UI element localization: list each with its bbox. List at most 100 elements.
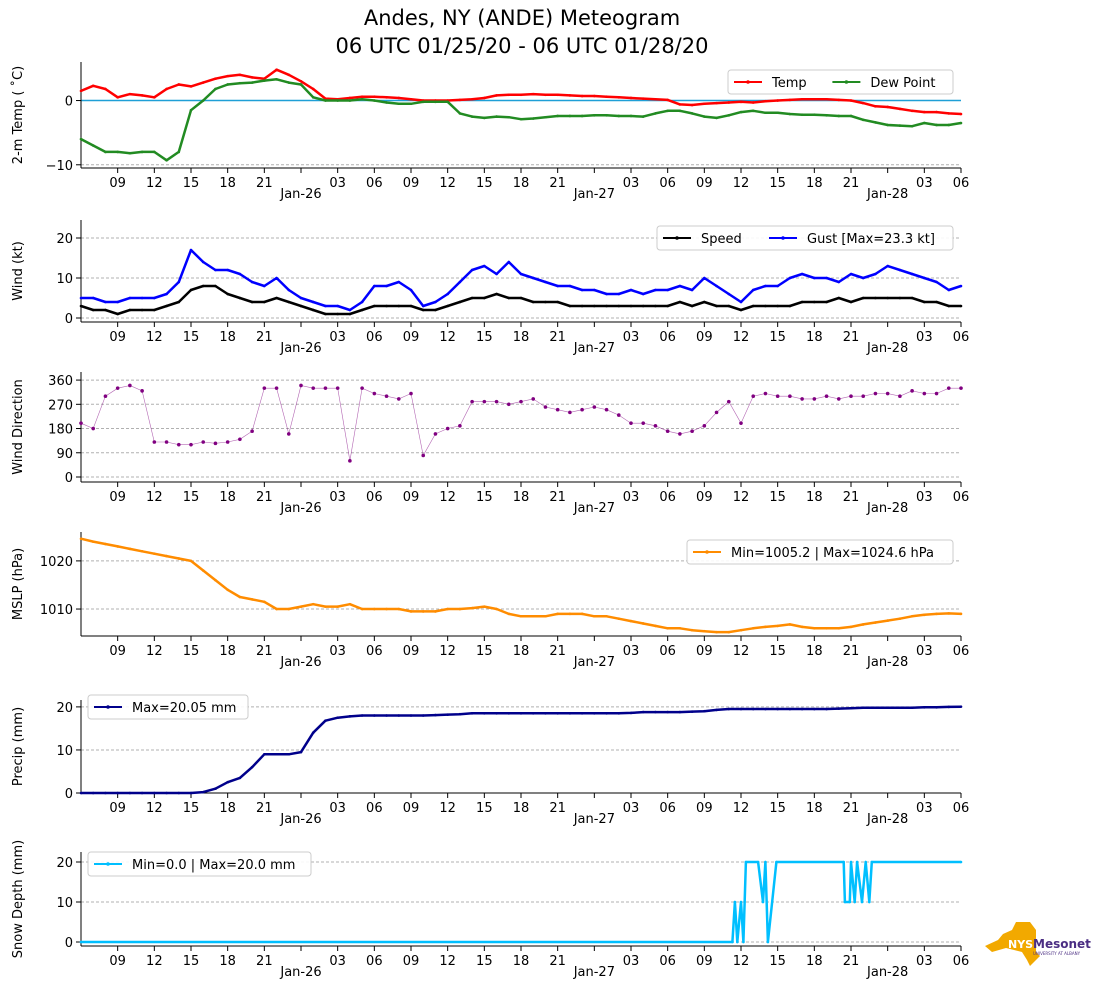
y-tick-label: 90 (56, 447, 73, 462)
data-point (959, 112, 963, 116)
legend-label: Speed (701, 232, 742, 247)
x-tick-label: 09 (696, 490, 713, 505)
data-point (507, 93, 511, 97)
data-point (764, 304, 767, 308)
data-point (470, 115, 474, 118)
data-point (910, 124, 914, 128)
data-point (800, 300, 804, 304)
data-point (580, 612, 584, 616)
data-point (79, 421, 83, 425)
x-tick-label: 06 (366, 801, 383, 816)
x-tick-label: 15 (769, 644, 786, 659)
data-point (79, 537, 83, 541)
data-point (751, 394, 756, 399)
x-tick-label: 03 (623, 330, 640, 345)
data-point (397, 280, 401, 284)
data-point (617, 292, 621, 296)
data-point (886, 296, 889, 300)
data-point (201, 260, 205, 264)
x-tick-label: 15 (769, 176, 786, 191)
data-point (458, 300, 462, 304)
data-point (849, 99, 853, 102)
data-point (714, 410, 719, 415)
data-point (544, 280, 547, 284)
data-point (373, 607, 376, 611)
x-tick-label: 15 (183, 490, 200, 505)
data-point (299, 750, 303, 754)
data-point (568, 612, 572, 616)
y-axis-label: Precip (mm) (11, 707, 26, 786)
x-tick-label: 06 (953, 490, 970, 505)
x-tick-label: 06 (953, 330, 970, 345)
data-point (544, 614, 547, 618)
legend-marker (746, 80, 750, 84)
data-point (764, 111, 767, 115)
x-tick-label: 09 (696, 801, 713, 816)
data-point (433, 432, 438, 436)
data-point (176, 442, 181, 447)
date-label: Jan-27 (573, 341, 615, 356)
data-point (665, 429, 670, 434)
data-point (495, 272, 498, 276)
data-point (824, 394, 829, 399)
data-point (703, 276, 706, 280)
data-point (299, 605, 303, 608)
legend-label: Dew Point (870, 76, 935, 91)
data-point (849, 300, 853, 304)
data-point (885, 391, 890, 396)
legend: Max=20.05 mm (87, 694, 249, 720)
data-point (507, 296, 511, 300)
data-point (959, 705, 963, 708)
data-point (177, 791, 181, 795)
x-tick-label: 09 (696, 954, 713, 969)
data-point (568, 284, 572, 288)
data-point (128, 92, 132, 96)
data-point (250, 280, 254, 284)
data-point (214, 787, 217, 790)
x-tick-label: 09 (109, 954, 126, 969)
data-point (751, 707, 755, 711)
x-tick-label: 18 (219, 490, 236, 505)
data-point (922, 391, 927, 396)
data-point (116, 96, 119, 99)
data-point (286, 432, 291, 436)
data-point (140, 94, 144, 97)
data-point (886, 706, 889, 710)
data-point (445, 426, 450, 431)
data-point (556, 93, 559, 97)
data-point (864, 860, 867, 864)
data-point (666, 304, 669, 308)
x-tick-label: 06 (366, 176, 383, 191)
x-tick-label: 09 (696, 644, 713, 659)
data-point (409, 391, 413, 396)
data-point (373, 99, 376, 102)
data-point (115, 386, 120, 390)
legend-marker (705, 550, 709, 554)
data-point (238, 272, 242, 276)
data-point (580, 94, 584, 98)
data-point (153, 150, 156, 154)
x-tick-label: 15 (476, 176, 493, 191)
data-point (165, 158, 168, 162)
data-point (275, 607, 278, 611)
series-line (80, 284, 961, 316)
data-point (800, 272, 804, 276)
data-point (214, 77, 217, 81)
x-tick-label: 21 (843, 490, 860, 505)
data-point (397, 102, 401, 106)
data-point (923, 121, 926, 125)
data-point (409, 102, 413, 106)
data-point (641, 622, 645, 625)
data-point (128, 151, 132, 155)
data-point (568, 94, 572, 97)
data-point (311, 386, 316, 390)
x-tick-label: 09 (109, 330, 126, 345)
x-tick-label: 18 (219, 801, 236, 816)
data-point (396, 397, 401, 401)
data-point (214, 268, 217, 272)
data-point (250, 300, 254, 304)
data-point (580, 288, 584, 292)
data-point (666, 710, 669, 714)
date-label: Jan-28 (866, 501, 908, 516)
series-dew (79, 78, 963, 162)
